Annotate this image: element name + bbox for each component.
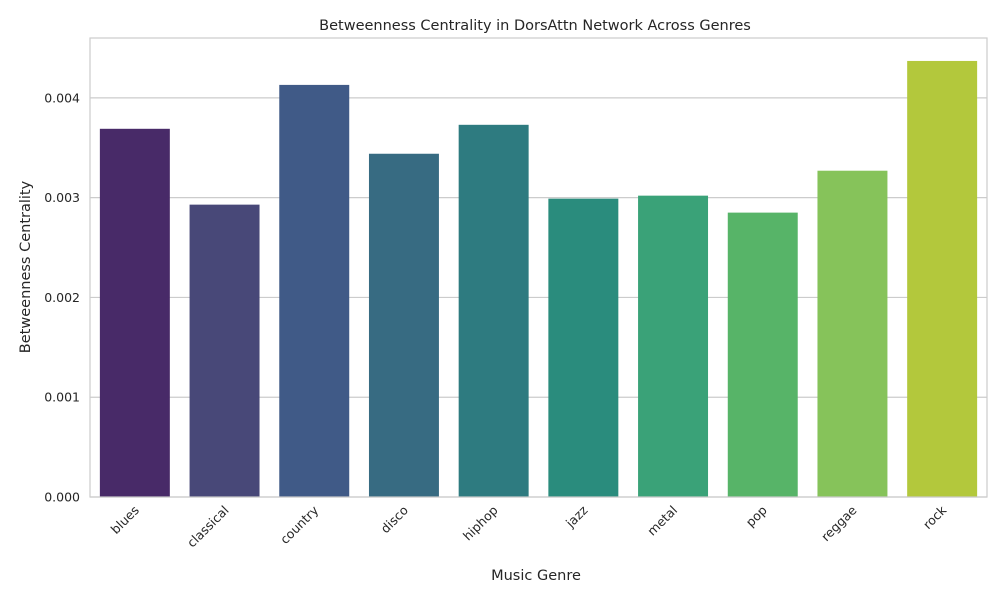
bar-country	[279, 84, 350, 497]
bar-hiphop	[458, 124, 529, 498]
y-tick-labels: 0.000 0.001 0.002 0.003 0.004	[44, 90, 80, 504]
bar-reggae	[817, 170, 888, 497]
x-tick-label-rock: rock	[920, 502, 950, 532]
chart-title: Betweenness Centrality in DorsAttn Netwo…	[319, 18, 751, 34]
bar-metal	[638, 195, 709, 497]
bar-blues	[99, 128, 170, 497]
x-tick-label-country: country	[277, 502, 322, 547]
y-tick-label: 0.000	[44, 490, 80, 505]
bar-pop	[727, 212, 798, 497]
y-tick-label: 0.002	[44, 290, 80, 305]
x-tick-label-classical: classical	[184, 503, 232, 551]
x-tick-labels: blues classical country disco hiphop jazz meta…	[108, 502, 950, 550]
x-axis-label: Music Genre	[491, 568, 581, 584]
bar-jazz	[548, 198, 619, 497]
y-tick-label: 0.003	[44, 190, 80, 205]
y-tick-label: 0.001	[44, 390, 80, 405]
y-axis-label: Betweenness Centrality	[18, 180, 34, 353]
x-tick-label-blues: blues	[108, 503, 142, 537]
bars	[99, 60, 978, 498]
bar-rock	[907, 60, 978, 497]
x-tick-label-hiphop: hiphop	[460, 502, 501, 543]
x-tick-label-metal: metal	[644, 503, 680, 539]
x-tick-label-pop: pop	[743, 502, 770, 529]
bar-classical	[189, 204, 260, 497]
x-tick-label-jazz: jazz	[562, 502, 591, 531]
bar-disco	[368, 153, 439, 497]
plot-frame	[89, 37, 988, 498]
x-tick-label-disco: disco	[378, 503, 412, 537]
x-tick-label-reggae: reggae	[818, 502, 860, 544]
y-tick-label: 0.004	[44, 90, 80, 105]
